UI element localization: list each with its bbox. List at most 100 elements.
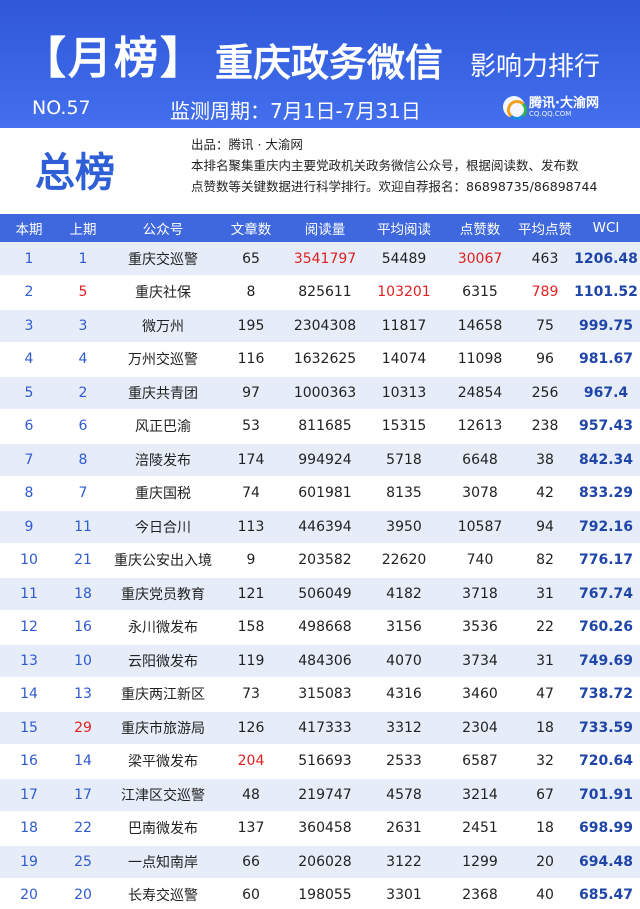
col-like-count: 6648 [442,443,518,477]
table-row: 11 18 重庆党员教育 121 506049 4182 3718 31 767.74 [0,577,640,611]
col-read-count: 994924 [284,443,366,477]
table-row: 1 1 重庆交巡警 65 3541797 54489 30067 463 1206.48 [0,242,640,276]
col-read-count-header: 阅读量 [284,214,366,242]
col-avg-like: 42 [518,476,572,511]
logo-text: 腾讯·大渝网 [529,95,599,111]
table-row: 20 20 长寿交巡警 60 198055 3301 2368 40 685.47 [0,878,640,909]
col-current-rank: 10 [0,543,58,578]
col-current-rank: 15 [0,711,58,745]
col-current-rank: 8 [0,476,58,511]
col-read-count: 360458 [284,811,366,846]
col-avg-read: 14074 [366,342,442,377]
col-like-count-header: 点赞数 [442,214,518,242]
col-account-name: 万州交巡警 [108,342,218,377]
col-avg-like: 463 [518,242,572,276]
page-subtitle: 影响力排行 [470,52,601,82]
col-article-count: 65 [218,242,284,276]
col-like-count: 14658 [442,309,518,343]
ranking-table: 本期 上期 公众号 文章数 阅读量 平均阅读 点赞数 平均点赞 WCI 1 1 重庆交巡警 65 354… [0,214,640,909]
col-avg-read: 22620 [366,543,442,578]
col-like-count: 2451 [442,811,518,846]
col-avg-read: 4070 [366,644,442,678]
col-wci: 698.99 [572,811,640,846]
col-like-count: 3718 [442,577,518,611]
col-like-count: 12613 [442,409,518,444]
col-wci: 701.91 [572,778,640,812]
col-previous-rank: 10 [58,644,108,678]
table-row: 6 6 风正巴渝 53 811685 15315 12613 238 957.43 [0,409,640,444]
col-current-rank: 19 [0,845,58,879]
col-previous-rank: 4 [58,342,108,377]
col-like-count: 3536 [442,610,518,645]
table-row: 13 10 云阳微发布 119 484306 4070 3734 31 749.69 [0,644,640,678]
col-article-count: 116 [218,342,284,377]
section-title: 总榜 [35,150,115,196]
col-avg-like: 38 [518,443,572,477]
table-body: 1 1 重庆交巡警 65 3541797 54489 30067 463 1206.48 2 5 重庆… [0,242,640,909]
table-row: 16 14 梁平微发布 204 516693 2533 6587 32 720.64 [0,744,640,779]
col-wci: 760.26 [572,610,640,645]
col-read-count: 601981 [284,476,366,511]
col-account-name: 一点知南岸 [108,845,218,879]
col-article-count: 174 [218,443,284,477]
col-article-count: 137 [218,811,284,846]
col-article-count: 9 [218,543,284,578]
col-avg-read: 3122 [366,845,442,879]
col-previous-rank: 16 [58,610,108,645]
col-read-count: 198055 [284,878,366,909]
col-article-count: 195 [218,309,284,343]
col-avg-read: 2533 [366,744,442,779]
col-account-name: 重庆交巡警 [108,242,218,276]
col-current-rank: 11 [0,577,58,611]
col-avg-read: 4578 [366,778,442,812]
table-row: 10 21 重庆公安出入境 9 203582 22620 740 82 776.17 [0,543,640,578]
col-like-count: 6315 [442,275,518,310]
col-account-name: 云阳微发布 [108,644,218,678]
table-row: 5 2 重庆共青团 97 1000363 10313 24854 256 967.4 [0,376,640,410]
col-current-rank: 17 [0,778,58,812]
col-avg-read: 2631 [366,811,442,846]
col-current-rank: 18 [0,811,58,846]
col-article-count: 126 [218,711,284,745]
col-read-count: 315083 [284,677,366,712]
col-wci: 720.64 [572,744,640,779]
col-article-count: 204 [218,744,284,779]
col-current-rank: 16 [0,744,58,779]
col-like-count: 11098 [442,342,518,377]
col-like-count: 6587 [442,744,518,779]
intro-description: 出品：腾讯 · 大渝网 本排名聚集重庆内主要党政机关政务微信公众号，根据阅读数、… [191,134,631,197]
col-read-count: 825611 [284,275,366,310]
col-avg-like: 18 [518,811,572,846]
col-read-count: 2304308 [284,309,366,343]
col-read-count: 446394 [284,510,366,544]
col-current-rank: 14 [0,677,58,712]
col-read-count: 498668 [284,610,366,645]
col-avg-like: 20 [518,845,572,879]
col-account-name: 重庆党员教育 [108,577,218,611]
col-read-count: 203582 [284,543,366,578]
col-avg-like: 96 [518,342,572,377]
col-previous-rank: 29 [58,711,108,745]
col-like-count: 3460 [442,677,518,712]
col-wci: 767.74 [572,577,640,611]
col-account-name: 重庆两江新区 [108,677,218,712]
col-avg-like: 22 [518,610,572,645]
monitoring-period: 监测周期：7月1日-7月31日 [170,99,421,123]
col-read-count: 516693 [284,744,366,779]
col-wci: 749.69 [572,644,640,678]
col-current-rank: 9 [0,510,58,544]
col-wci: 957.43 [572,409,640,444]
col-account-name: 涪陵发布 [108,443,218,477]
col-account-name: 微万州 [108,309,218,343]
table-row: 8 7 重庆国税 74 601981 8135 3078 42 833.29 [0,476,640,511]
col-previous-rank: 8 [58,443,108,477]
col-current-rank: 5 [0,376,58,410]
col-read-count: 206028 [284,845,366,879]
logo-icon [503,96,527,120]
col-article-count: 8 [218,275,284,310]
col-previous-rank: 20 [58,878,108,909]
col-previous-rank: 3 [58,309,108,343]
col-wci: 738.72 [572,677,640,712]
table-row: 18 22 巴南微发布 137 360458 2631 2451 18 698.99 [0,811,640,846]
intro-section: 总榜 出品：腾讯 · 大渝网 本排名聚集重庆内主要党政机关政务微信公众号，根据阅… [0,128,640,214]
